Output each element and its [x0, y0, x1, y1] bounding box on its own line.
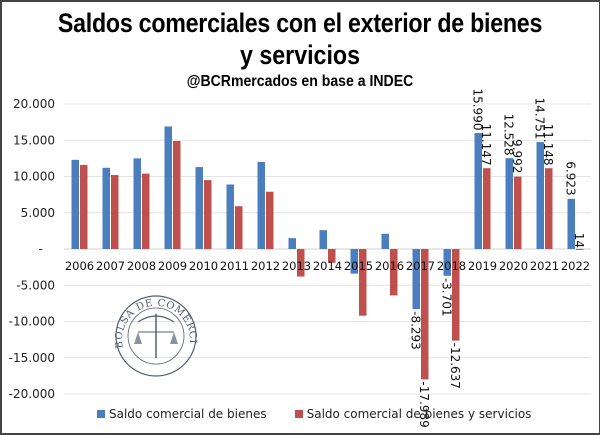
bar-bienes-servicios: [328, 249, 336, 263]
y-axis: 20.000 15.000 10.000 5.000 - -5.000 -10.000 -15…: [9, 97, 55, 401]
data-label: -8.293: [408, 311, 422, 350]
bar-bienes: [443, 249, 451, 276]
x-tick-label: 2019: [468, 259, 497, 273]
bar-bienes: [567, 198, 575, 249]
y-tick-label: -15.000: [9, 351, 55, 365]
bar-bienes-servicios: [514, 176, 522, 249]
x-tick-label: 2017: [406, 259, 435, 273]
y-tick-label: 5.000: [21, 206, 55, 220]
legend-label-bienes: Saldo comercial de bienes: [109, 407, 267, 421]
data-label: -17.989: [417, 381, 431, 427]
bar-bienes: [319, 230, 327, 249]
bar-bienes: [102, 167, 110, 249]
x-tick-label: 2021: [530, 259, 559, 273]
logo-outer-ring: [115, 295, 197, 377]
bar-bienes: [195, 167, 203, 249]
x-tick-label: 2006: [65, 259, 94, 273]
bar-bienes-servicios: [266, 191, 274, 249]
bar-bienes-servicios: [204, 180, 212, 249]
chart-subtitle: @BCRmercados en base a INDEC: [186, 73, 414, 90]
bar-bienes-servicios: [173, 140, 181, 249]
chart-title-line-1: Saldos comerciales con el exterior de bi…: [57, 8, 543, 38]
logo-wings: [137, 315, 175, 323]
x-tick-label: 2007: [96, 259, 125, 273]
y-tick-label: -20.000: [9, 387, 55, 401]
data-label: -3.701: [439, 278, 453, 317]
bar-bienes: [133, 158, 141, 249]
bars: [71, 126, 584, 380]
legend-swatch-red: [294, 410, 303, 418]
data-label: 14.751: [532, 97, 546, 139]
bar-bienes-servicios: [421, 249, 429, 380]
bar-bienes: [505, 158, 513, 249]
bar-bienes: [257, 162, 265, 249]
x-tick-label: 2010: [189, 259, 218, 273]
bar-bienes: [474, 133, 482, 249]
y-tick-label: 10.000: [13, 170, 55, 184]
legend-item-bienes[interactable]: Saldo comercial de bienes: [97, 407, 267, 421]
data-label: 6.923: [563, 161, 577, 195]
legend: Saldo comercial de bienes Saldo comercia…: [97, 407, 531, 421]
x-tick-label: 2011: [220, 259, 249, 273]
data-label: 11.148: [541, 124, 555, 166]
bar-bienes-servicios: [111, 175, 119, 249]
data-label: 12.528: [501, 114, 515, 156]
y-tick-label: -5.000: [16, 278, 55, 292]
bar-bienes-servicios: [545, 168, 553, 249]
x-tick-label: 2022: [561, 259, 590, 273]
bar-bienes: [164, 126, 172, 249]
chart-title-line-2: y servicios: [239, 40, 361, 70]
bar-bienes: [226, 184, 234, 249]
y-tick-label: -: [39, 242, 43, 256]
gridlines: [64, 103, 591, 395]
bar-bienes: [288, 238, 296, 249]
legend-swatch-blue: [97, 410, 105, 418]
x-tick-label: 2013: [282, 259, 311, 273]
bar-bienes: [71, 159, 79, 249]
data-label: 15.990: [470, 88, 484, 130]
bar-bienes-servicios: [235, 206, 243, 249]
logo-scale-right: [170, 332, 178, 344]
data-label: 14: [572, 233, 586, 248]
bar-bienes-servicios: [297, 249, 305, 277]
x-tick-label: 2012: [251, 259, 280, 273]
bar-bienes-servicios: [80, 164, 88, 249]
bar-bienes-servicios: [390, 249, 398, 296]
legend-item-bienes-servicios[interactable]: Saldo comercial de bienes y servicios: [294, 407, 532, 421]
y-tick-label: 20.000: [13, 97, 55, 111]
y-tick-label: -10.000: [9, 315, 55, 329]
y-tick-label: 15.000: [13, 133, 55, 147]
bar-bienes-servicios: [576, 248, 584, 250]
logo-scale-left: [134, 332, 142, 344]
bar-bienes: [350, 249, 358, 274]
x-tick-label: 2018: [437, 259, 466, 273]
bar-bienes: [536, 142, 544, 249]
bar-bienes: [381, 233, 389, 249]
x-tick-label: 2009: [158, 259, 187, 273]
x-tick-label: 2016: [375, 259, 404, 273]
bar-bienes: [412, 249, 420, 310]
bar-bienes-servicios: [142, 173, 150, 249]
x-tick-label: 2014: [313, 259, 342, 273]
legend-label-bienes-servicios: Saldo comercial de bienes y servicios: [306, 407, 532, 421]
x-axis: 2006 2007 2008 2009 2010 2011 2012 2013 2014 2015…: [65, 259, 590, 273]
bar-bienes-servicios: [359, 249, 367, 316]
data-label: -12.637: [448, 343, 462, 389]
bar-bienes-servicios: [452, 249, 460, 341]
data-label: 9.992: [510, 139, 524, 173]
x-tick-label: 2020: [499, 259, 528, 273]
x-tick-label: 2015: [344, 259, 373, 273]
bar-bienes-servicios: [483, 168, 491, 249]
x-tick-label: 2008: [127, 259, 156, 273]
logo-inner-ring: [127, 307, 185, 365]
data-label: 11.147: [479, 124, 493, 166]
